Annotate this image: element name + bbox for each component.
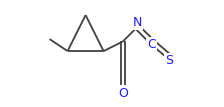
Text: N: N	[132, 16, 142, 29]
Text: S: S	[165, 54, 173, 67]
Text: O: O	[118, 87, 128, 100]
Text: C: C	[147, 38, 156, 51]
